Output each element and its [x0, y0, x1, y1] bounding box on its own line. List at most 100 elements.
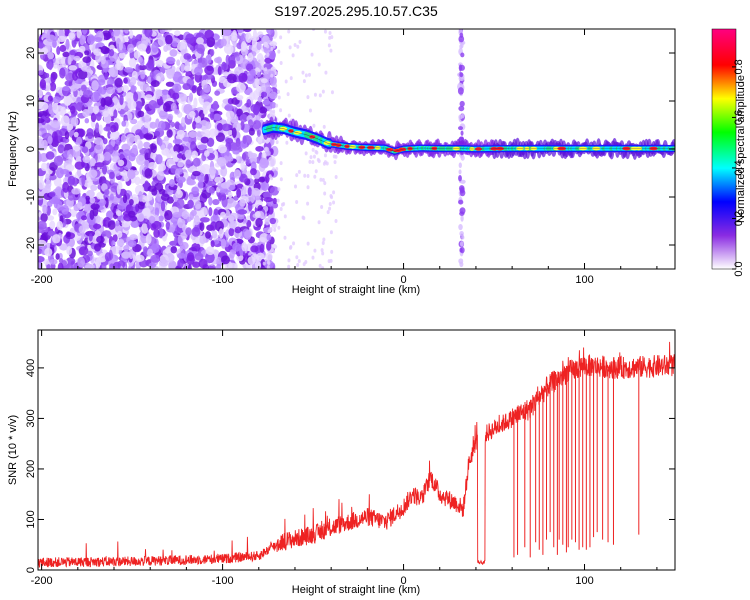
- noise-speckle: [70, 209, 78, 217]
- faint-speckle: [333, 160, 337, 165]
- noise-speckle: [119, 94, 124, 106]
- noise-speckle: [46, 200, 53, 208]
- faint-speckle: [279, 35, 283, 40]
- noise-speckle: [87, 250, 93, 257]
- noise-speckle: [169, 224, 176, 233]
- noise-speckle: [38, 118, 45, 124]
- noise-speckle: [57, 35, 67, 43]
- noise-speckle: [174, 168, 180, 179]
- noise-speckle: [231, 142, 241, 151]
- faint-speckle: [308, 159, 312, 164]
- noise-speckle: [86, 128, 94, 136]
- noise-speckle: [123, 67, 134, 73]
- noise-speckle: [116, 62, 124, 71]
- noise-speckle: [99, 86, 107, 95]
- noise-speckle: [150, 223, 157, 231]
- snr-ticks: -200 -100 0 100 0 100 200 300 400: [25, 330, 675, 587]
- noise-speckle: [225, 137, 234, 144]
- noise-speckle: [268, 91, 278, 100]
- noise-speckle: [196, 44, 205, 55]
- noise-speckle: [201, 94, 210, 100]
- noise-speckle: [81, 29, 88, 35]
- noise-speckle: [82, 155, 91, 164]
- noise-speckle: [213, 208, 219, 216]
- noise-speckle: [68, 153, 73, 164]
- noise-speckle: [233, 169, 241, 179]
- snr-y-tick-label: 100: [25, 510, 37, 528]
- noise-speckle: [130, 85, 137, 92]
- noise-speckle: [102, 164, 108, 175]
- noise-speckle: [141, 223, 149, 234]
- faint-speckle: [318, 93, 322, 98]
- noise-speckle: [253, 195, 262, 201]
- noise-speckle: [60, 115, 71, 127]
- noise-speckle: [203, 84, 211, 93]
- noise-speckle: [121, 251, 132, 259]
- noise-speckle: [134, 134, 141, 145]
- noise-speckle: [231, 35, 238, 42]
- noise-speckle: [262, 100, 271, 106]
- noise-speckle: [137, 64, 148, 71]
- noise-speckle: [215, 132, 226, 143]
- noise-speckle: [265, 252, 273, 261]
- snr-y-tick-label: 300: [25, 409, 37, 427]
- snr-x-tick-label: -100: [212, 575, 234, 587]
- noise-speckle: [222, 71, 229, 77]
- noise-speckle: [118, 41, 123, 51]
- noise-speckle: [45, 151, 55, 160]
- noise-speckle: [199, 235, 207, 244]
- noise-speckle: [197, 180, 204, 189]
- noise-speckle: [139, 178, 146, 185]
- colorbar-tick-label: 0.4: [733, 160, 745, 175]
- noise-speckle: [221, 123, 231, 132]
- noise-speckle: [127, 239, 137, 248]
- noise-speckle: [50, 120, 61, 128]
- noise-speckle: [38, 232, 41, 240]
- colorbar-tick-label: 0.2: [733, 211, 745, 226]
- noise-speckle: [89, 157, 96, 167]
- noise-speckle: [191, 150, 199, 159]
- faint-speckle: [295, 255, 299, 260]
- noise-speckle: [250, 245, 259, 253]
- noise-speckle: [92, 105, 100, 115]
- noise-speckle: [208, 166, 217, 176]
- streak-speckle: [460, 155, 465, 161]
- noise-speckle: [70, 84, 78, 92]
- noise-speckle: [102, 137, 108, 145]
- noise-speckle: [59, 44, 67, 53]
- noise-speckle: [204, 173, 209, 184]
- noise-speckle: [176, 186, 181, 195]
- noise-speckle: [220, 38, 227, 47]
- noise-speckle: [240, 41, 247, 52]
- noise-speckle: [229, 249, 235, 259]
- noise-speckle: [56, 220, 63, 231]
- noise-speckle: [155, 59, 164, 67]
- streak-speckle: [459, 72, 464, 78]
- noise-speckle: [100, 97, 106, 108]
- noise-speckle: [232, 149, 240, 155]
- noise-speckle: [177, 161, 184, 168]
- noise-speckle: [109, 131, 119, 141]
- noise-speckle: [135, 63, 140, 75]
- streak-speckle: [457, 87, 464, 95]
- noise-speckle: [94, 143, 104, 154]
- noise-speckle: [172, 92, 180, 100]
- streak-speckle: [459, 32, 464, 38]
- noise-speckle: [163, 45, 169, 52]
- noise-speckle: [59, 67, 66, 79]
- faint-speckle: [306, 95, 310, 100]
- noise-speckle: [52, 208, 58, 216]
- noise-speckle: [203, 73, 214, 80]
- faint-speckle: [321, 177, 325, 182]
- noise-speckle: [143, 141, 151, 149]
- faint-speckle: [279, 61, 283, 66]
- noise-speckle: [226, 73, 237, 84]
- noise-speckle: [97, 78, 106, 86]
- streak-speckle: [458, 199, 464, 205]
- noise-speckle: [108, 49, 115, 57]
- noise-speckle: [55, 200, 63, 211]
- noise-speckle: [177, 258, 184, 268]
- noise-speckle: [234, 226, 242, 234]
- noise-speckle: [39, 78, 46, 89]
- noise-speckle: [116, 239, 125, 247]
